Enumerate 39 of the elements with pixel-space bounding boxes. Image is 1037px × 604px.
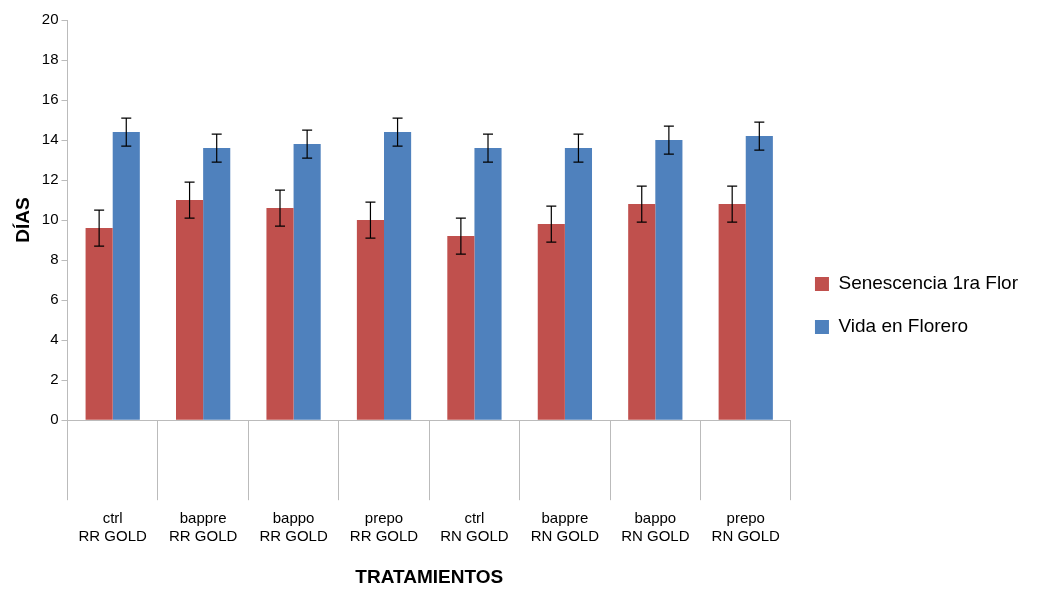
bar <box>447 236 475 420</box>
bar <box>628 204 656 420</box>
bar <box>266 208 294 420</box>
x-tick-label: bappre RR GOLD <box>168 509 238 545</box>
bar <box>745 136 773 420</box>
y-axis-title: DÍAS <box>11 197 33 243</box>
bar <box>176 200 204 420</box>
bar <box>655 140 683 420</box>
bar <box>85 228 113 420</box>
x-tick-label: ctrl RN GOLD <box>440 509 509 545</box>
x-tick-label: bappo RN GOLD <box>621 509 690 545</box>
x-tick-label: prepo RN GOLD <box>711 509 781 545</box>
y-tick-label: 12 <box>41 170 59 188</box>
y-tick-label: 14 <box>41 130 59 148</box>
legend-label: Senescencia 1ra Flor <box>838 272 1019 294</box>
bar <box>356 220 385 420</box>
y-tick-label: 0 <box>50 410 59 428</box>
y-tick-label: 10 <box>41 210 59 228</box>
x-tick-label: ctrl RR GOLD <box>78 509 148 545</box>
bar <box>564 148 593 420</box>
y-tick-label: 6 <box>50 290 59 308</box>
x-tick-label: bappre RN GOLD <box>530 509 600 545</box>
bar <box>203 148 231 420</box>
y-tick-label: 16 <box>41 90 59 108</box>
y-tick-label: 20 <box>41 10 59 28</box>
bar <box>293 144 321 420</box>
bar <box>112 132 140 420</box>
y-tick-label: 18 <box>41 50 59 68</box>
bar <box>474 148 502 420</box>
x-tick-label: prepo RR GOLD <box>349 509 419 545</box>
y-tick-label: 4 <box>50 330 59 348</box>
y-tick-label: 8 <box>50 250 59 268</box>
y-tick-label: 2 <box>50 370 59 388</box>
x-axis-title: TRATAMIENTOS <box>355 565 504 587</box>
legend-label: Vida en Florero <box>838 315 969 337</box>
bar <box>718 204 746 420</box>
bar <box>384 132 412 420</box>
x-tick-label: bappo RR GOLD <box>259 509 328 545</box>
bar <box>537 224 565 420</box>
